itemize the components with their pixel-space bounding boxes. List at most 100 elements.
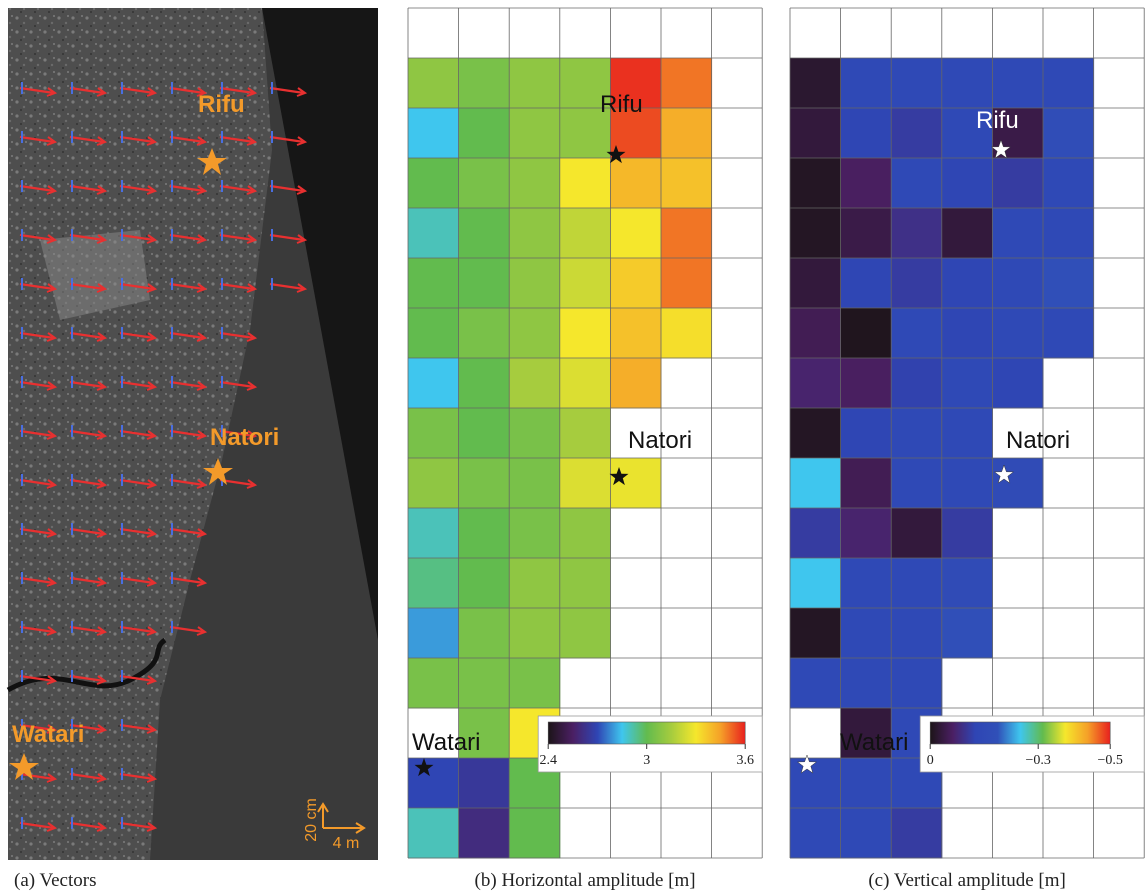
cell [610,258,661,309]
cell [408,608,459,659]
cell [891,258,942,309]
cell [560,258,611,309]
cell [841,58,892,109]
colorbar-tick-label: 2.4 [539,753,557,768]
cell [992,58,1043,109]
cell [560,558,611,609]
cell [841,158,892,209]
cell [408,558,459,609]
cell [992,458,1043,509]
cell [841,508,892,559]
colorbar-tick-label: 3 [643,753,650,768]
figure: Rifu Natori Watari 20 cm 4 m (a) Vectors… [0,0,1147,896]
cell [841,658,892,709]
cell [610,208,661,259]
cell [790,508,841,559]
cell [891,608,942,659]
cell [790,58,841,109]
cell [841,308,892,359]
panel: RifuNatoriWatari2.433.6(b) Horizontal am… [408,8,762,891]
cell [459,558,510,609]
cell [459,758,510,809]
cell [790,158,841,209]
site-label: Natori [1006,427,1070,454]
cell [560,608,611,659]
panel: RifuNatoriWatari0−0.3−0.5(c) Vertical am… [790,8,1144,891]
cell [509,208,560,259]
cell [509,58,560,109]
cell [610,308,661,359]
cell [790,658,841,709]
cell [459,358,510,409]
cell [459,658,510,709]
cell [790,258,841,309]
cell [841,358,892,409]
cell [1043,158,1094,209]
site-label: Rifu [198,91,245,118]
cell [408,108,459,159]
cell [942,58,993,109]
cell [661,108,712,159]
cell [459,808,510,859]
colorbar [930,722,1110,744]
colorbar-tick-label: −0.5 [1097,753,1122,768]
cell [408,258,459,309]
cell [790,608,841,659]
cell [790,408,841,459]
cell [891,208,942,259]
cell [509,408,560,459]
cell [841,758,892,809]
cell [841,108,892,159]
cell [610,458,661,509]
cell [942,158,993,209]
cell [459,58,510,109]
cell [942,208,993,259]
cell [408,408,459,459]
cell [942,508,993,559]
caption: (c) Vertical amplitude [m] [868,870,1066,891]
cell [790,758,841,809]
cell [841,808,892,859]
cell [459,508,510,559]
cell [891,658,942,709]
cell [560,208,611,259]
cell [891,508,942,559]
cell [408,308,459,359]
cell [509,458,560,509]
cell [459,458,510,509]
scale-label: 20 cm [303,798,320,842]
cell [841,408,892,459]
cell [459,208,510,259]
site-label: Watari [12,721,84,748]
cell [459,158,510,209]
cell [459,608,510,659]
cell [790,558,841,609]
cell [942,608,993,659]
scale-label: 4 m [333,835,360,852]
cell [841,258,892,309]
caption: (b) Horizontal amplitude [m] [475,870,696,891]
cell [408,158,459,209]
cell [509,608,560,659]
cell [661,158,712,209]
cell [891,458,942,509]
cell [790,208,841,259]
cell [509,258,560,309]
cell [560,458,611,509]
cell [408,658,459,709]
cell [661,308,712,359]
cell [841,608,892,659]
cell [661,58,712,109]
cell [790,808,841,859]
cell [408,358,459,409]
cell [610,358,661,409]
cell [408,508,459,559]
cell [891,408,942,459]
cell [942,308,993,359]
cell [841,558,892,609]
cell [942,258,993,309]
cell [992,208,1043,259]
cell [891,358,942,409]
cell [891,108,942,159]
cell [560,308,611,359]
